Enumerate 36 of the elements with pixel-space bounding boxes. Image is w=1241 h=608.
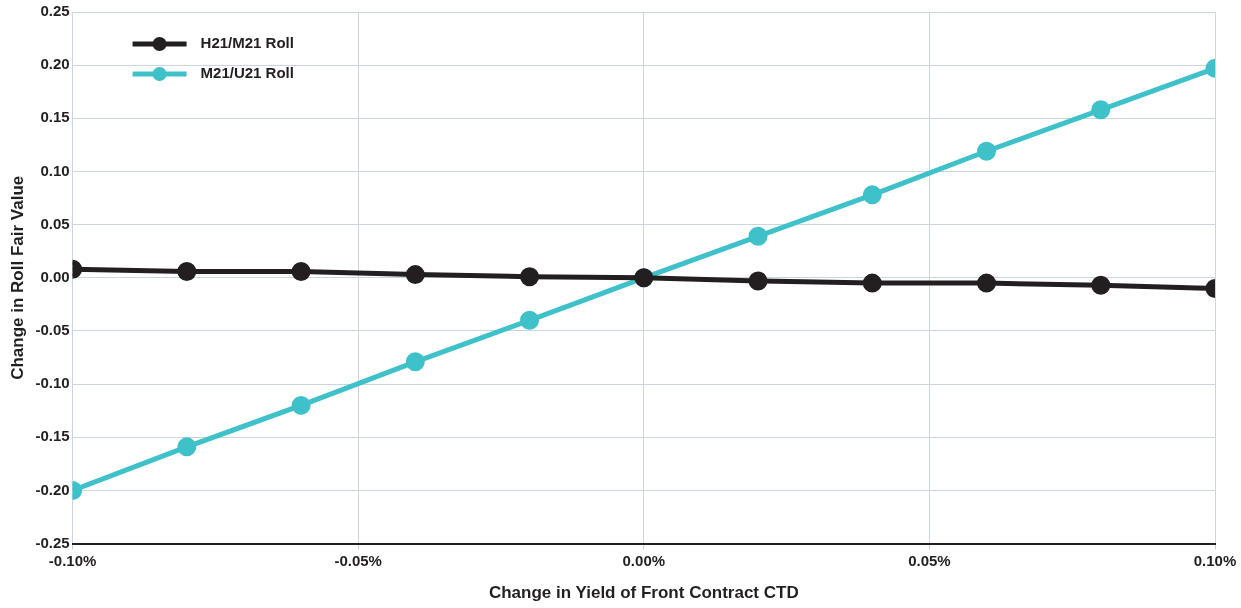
- x-tick-label: -0.10%: [48, 551, 97, 569]
- legend-label: M21/U21 Roll: [200, 64, 294, 82]
- point: [977, 141, 997, 161]
- point: [405, 352, 425, 372]
- point: [748, 271, 768, 291]
- y-tick-label: 0.15: [40, 108, 70, 126]
- point: [862, 273, 882, 293]
- x-tick-label: 0.00%: [622, 551, 666, 569]
- point: [1091, 100, 1111, 120]
- y-tick-label: 0.20: [40, 55, 70, 73]
- y-axis-title: Change in Roll Fair Value: [7, 175, 27, 380]
- x-tick-label: -0.05%: [334, 551, 382, 569]
- point: [748, 226, 768, 246]
- point: [291, 395, 311, 415]
- y-tick-label: 0.10: [40, 161, 70, 179]
- y-tick-label: 0.00: [40, 267, 70, 285]
- y-tick-label: -0.05: [35, 321, 70, 339]
- point: [977, 273, 997, 293]
- y-tick-label: -0.15: [35, 427, 70, 445]
- point: [520, 267, 540, 287]
- y-tick-label: 0.05: [40, 214, 70, 232]
- y-tick-label: 0.25: [40, 2, 70, 20]
- x-tick-label: 0.10%: [1193, 551, 1237, 569]
- point: [177, 261, 197, 281]
- y-tick-label: -0.20: [35, 480, 70, 498]
- y-tick-label: -0.10: [35, 374, 70, 392]
- x-axis-title: Change in Yield of Front Contract CTD: [488, 583, 799, 603]
- point: [177, 437, 197, 457]
- point: [405, 265, 425, 285]
- point: [520, 310, 540, 330]
- legend-label: H21/M21 Roll: [200, 34, 294, 52]
- y-tick-label: -0.25: [35, 533, 70, 551]
- point: [862, 185, 882, 205]
- point: [1091, 275, 1111, 295]
- x-tick-label: 0.05%: [908, 551, 951, 569]
- point: [291, 261, 311, 281]
